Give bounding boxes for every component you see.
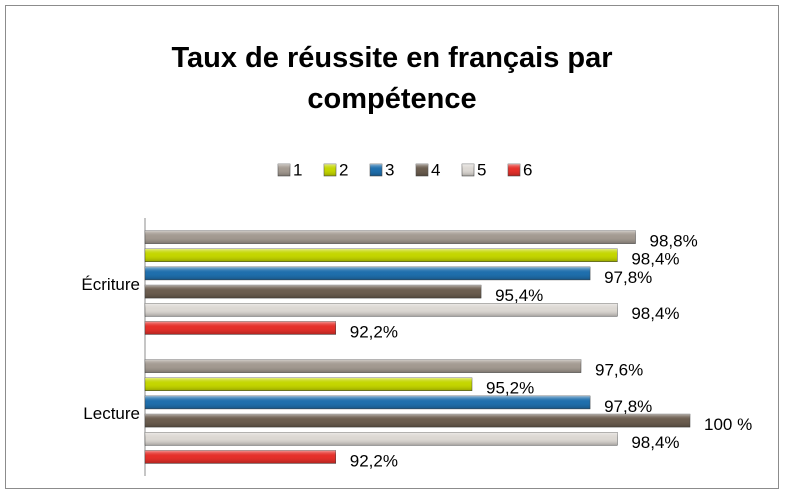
bar-shade xyxy=(145,359,581,373)
bar-shade xyxy=(145,303,618,317)
legend-swatch-shade xyxy=(508,164,520,176)
legend-swatch-shade xyxy=(370,164,382,176)
data-label: 95,4% xyxy=(495,286,543,305)
data-label: 92,2% xyxy=(350,322,398,341)
data-label: 95,2% xyxy=(486,379,534,398)
data-label: 98,4% xyxy=(631,433,679,452)
data-label: 92,2% xyxy=(350,451,398,470)
bar-shade xyxy=(145,230,636,244)
category-label: Écriture xyxy=(81,275,140,294)
data-label: 98,4% xyxy=(631,250,679,269)
bar-shade xyxy=(145,321,336,335)
legend-swatch-shade xyxy=(462,164,474,176)
bar-shade xyxy=(145,450,336,464)
bar-shade xyxy=(145,377,472,391)
bar-shade xyxy=(145,395,591,409)
legend-label: 4 xyxy=(431,160,440,179)
legend-label: 2 xyxy=(339,160,348,179)
data-label: 97,8% xyxy=(604,268,652,287)
data-label: 98,4% xyxy=(631,304,679,323)
bar-shade xyxy=(145,414,690,428)
legend-swatch-shade xyxy=(324,164,336,176)
bar-shade xyxy=(145,266,591,280)
legend-label: 5 xyxy=(477,160,486,179)
legend-swatch-shade xyxy=(416,164,428,176)
bar-shade xyxy=(145,248,618,262)
legend-swatch-shade xyxy=(278,164,290,176)
legend-label: 1 xyxy=(293,160,302,179)
chart-title: Taux de réussite en français par compéte… xyxy=(171,42,613,115)
data-label: 97,8% xyxy=(604,397,652,416)
data-label: 100 % xyxy=(704,415,752,434)
data-label: 97,6% xyxy=(595,361,643,380)
bar-shade xyxy=(145,285,482,299)
bar-shade xyxy=(145,432,618,446)
legend-label: 6 xyxy=(523,160,532,179)
legend-label: 3 xyxy=(385,160,394,179)
data-label: 98,8% xyxy=(650,232,698,251)
category-label: Lecture xyxy=(83,404,140,423)
